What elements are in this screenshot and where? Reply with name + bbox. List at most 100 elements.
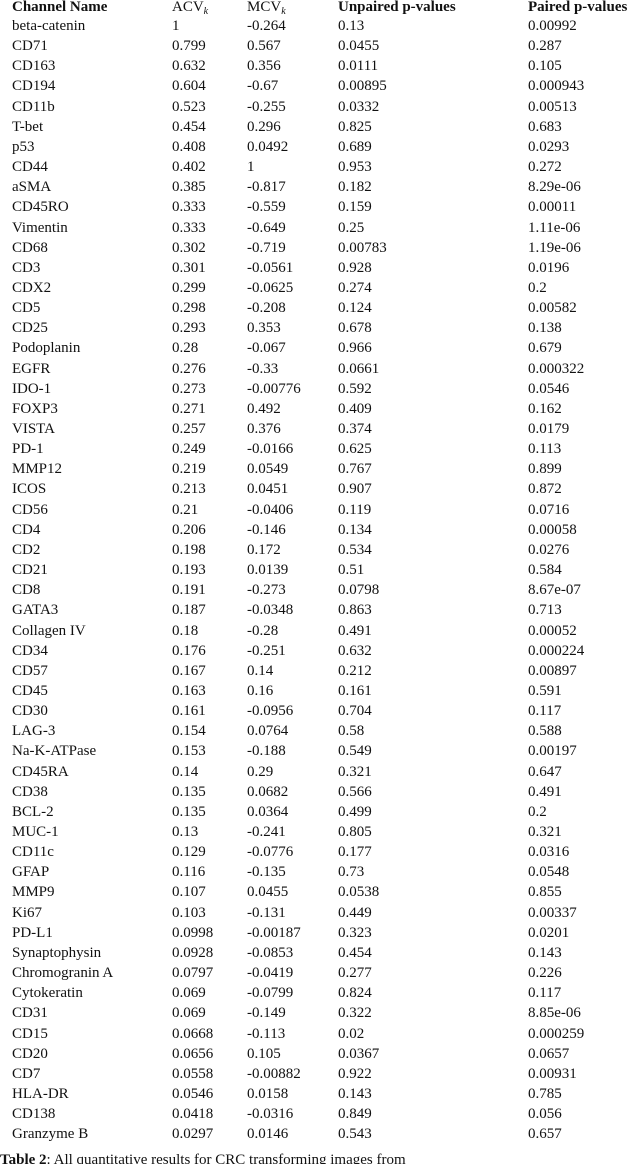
channel-name: CD4 — [12, 521, 41, 538]
table-cell: 0.534 — [338, 541, 372, 558]
table-cell: 0.00052 — [528, 622, 577, 639]
table-cell: 0.21 — [172, 501, 199, 518]
table-cell: 0.353 — [247, 320, 281, 337]
table-cell: 0.105 — [528, 58, 562, 75]
table-cell: -0.251 — [247, 642, 286, 659]
table-cell: 0.0418 — [172, 1106, 214, 1123]
table-cell: -0.649 — [247, 219, 286, 236]
caption-text: : All quantitative results for CRC trans… — [46, 1152, 406, 1164]
table-cell: 0.966 — [338, 340, 372, 357]
table-cell: 0.069 — [172, 1005, 206, 1022]
table-cell: 0.632 — [172, 58, 206, 75]
table-cell: 8.85e-06 — [528, 1005, 581, 1022]
table-cell: -0.00187 — [247, 924, 301, 941]
channel-name: CD45RO — [12, 199, 69, 216]
table-cell: 0.679 — [528, 340, 562, 357]
table-cell: 0.29 — [247, 763, 274, 780]
table-cell: 0.0276 — [528, 541, 570, 558]
table-cell: 0.117 — [528, 703, 562, 720]
table-cell: 0.657 — [528, 1126, 562, 1143]
table-cell: 0.213 — [172, 481, 206, 498]
table-cell: 0.249 — [172, 441, 206, 458]
table-cell: 0.632 — [338, 642, 372, 659]
table-cell: 0.0998 — [172, 924, 214, 941]
table-cell: 0.293 — [172, 320, 206, 337]
channel-name: CD163 — [12, 58, 56, 75]
table-cell: 0.02 — [338, 1025, 365, 1042]
table-cell: 0.376 — [247, 421, 281, 437]
channel-name: CD68 — [12, 239, 48, 256]
table-cell: 0.323 — [338, 924, 372, 941]
channel-name: CD25 — [12, 320, 48, 337]
table-cell: -0.067 — [247, 340, 286, 357]
table-cell: -0.146 — [247, 521, 286, 538]
table-cell: 1 — [247, 159, 255, 176]
table-cell: 0.272 — [528, 159, 562, 176]
table-cell: 0.588 — [528, 723, 562, 740]
table-cell: 0.863 — [338, 602, 372, 619]
table-cell: 0.374 — [338, 421, 372, 437]
channel-name: CD56 — [12, 501, 48, 518]
table-cell: 0.543 — [338, 1126, 372, 1143]
table-cell: 0.056 — [528, 1106, 562, 1123]
table-cell: 0.928 — [338, 259, 372, 276]
table-cell: 0.321 — [528, 824, 562, 840]
table-cell: -0.241 — [247, 824, 286, 840]
table-cell: -0.817 — [247, 179, 286, 196]
channel-name: PD-L1 — [12, 924, 53, 941]
table-cell: -0.149 — [247, 1005, 286, 1022]
table-cell: -0.0406 — [247, 501, 294, 518]
table-cell: 0.566 — [338, 783, 372, 800]
table-cell: 0.287 — [528, 38, 562, 55]
table-cell: 0.000322 — [528, 360, 585, 377]
header-subscript: k — [281, 6, 286, 17]
table-cell: 0.591 — [528, 682, 562, 699]
table-cell: 0.161 — [172, 703, 206, 720]
table-cell: 0.0455 — [338, 38, 380, 55]
table-cell: 0.0798 — [338, 582, 380, 599]
table-cell: 0.647 — [528, 763, 562, 780]
table-cell: 0.689 — [338, 138, 372, 155]
table-cell: 0.113 — [528, 441, 562, 458]
table-cell: 0.00783 — [338, 239, 387, 256]
table-cell: -0.33 — [247, 360, 279, 377]
table-cell: 0.58 — [338, 723, 365, 740]
table-cell: 0.0196 — [528, 259, 570, 276]
table-cell: 0.0656 — [172, 1045, 214, 1062]
table-cell: -0.208 — [247, 300, 286, 317]
table-cell: 0.491 — [528, 783, 562, 800]
table-cell: 0.135 — [172, 803, 206, 820]
channel-name: Chromogranin A — [12, 965, 114, 982]
table-cell: 0.356 — [247, 58, 281, 75]
table-cell: 0.069 — [172, 985, 206, 1002]
table-cell: 0.922 — [338, 1065, 372, 1082]
table-cell: 0.799 — [172, 38, 206, 55]
table-cell: 0.0716 — [528, 501, 570, 518]
table-cell: 0.172 — [247, 541, 281, 558]
table-cell: 0.51 — [338, 562, 365, 579]
table-cell: 0.00513 — [528, 98, 577, 115]
table-cell: 0.00931 — [528, 1065, 577, 1082]
table-cell: 0.713 — [528, 602, 562, 619]
table-cell: 0.212 — [338, 662, 372, 679]
table-cell: 0.824 — [338, 985, 372, 1002]
table-cell: 0.785 — [528, 1085, 562, 1102]
table-cell: 0.00992 — [528, 18, 577, 34]
channel-name: LAG-3 — [12, 723, 56, 740]
table-cell: -0.0419 — [247, 965, 294, 982]
table-cell: 0.14 — [247, 662, 274, 679]
table-cell: 0.0558 — [172, 1065, 214, 1082]
table-cell: -0.273 — [247, 582, 286, 599]
table-cell: 1 — [172, 18, 180, 34]
table-cell: -0.0799 — [247, 985, 294, 1002]
table-cell: 0.0546 — [528, 380, 570, 397]
channel-name: CD138 — [12, 1106, 56, 1123]
table-cell: 0.0111 — [338, 58, 379, 75]
table-cell: 0.274 — [338, 279, 372, 296]
table-cell: -0.0316 — [247, 1106, 294, 1123]
table-cell: 0.143 — [528, 944, 562, 961]
table-cell: 0.73 — [338, 864, 365, 881]
table-cell: 0.0201 — [528, 924, 570, 941]
table-cell: 0.191 — [172, 582, 206, 599]
channel-name: Cytokeratin — [12, 985, 83, 1002]
